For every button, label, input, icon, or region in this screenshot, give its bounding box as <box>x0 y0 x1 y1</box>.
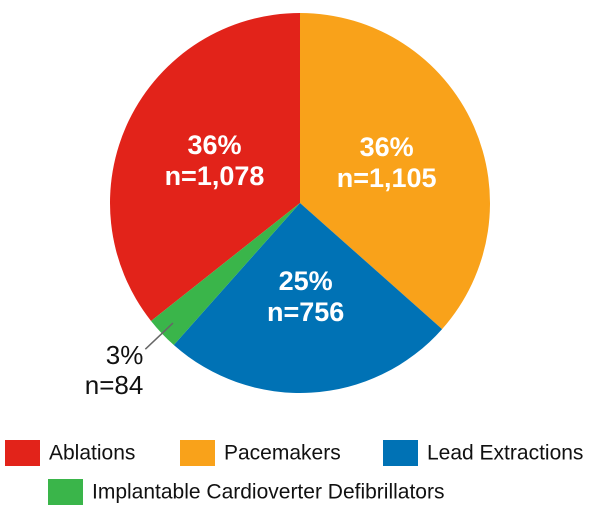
percent-label: 36% <box>360 132 414 162</box>
percent-label: 3% <box>106 340 144 370</box>
legend-label: Ablations <box>49 442 135 465</box>
pie-slice <box>300 13 491 330</box>
legend-swatch <box>5 440 40 466</box>
legend-label: Lead Extractions <box>427 442 583 465</box>
pie-slice <box>110 12 300 321</box>
value-label: n=1,078 <box>165 161 265 191</box>
leader-line <box>144 322 174 350</box>
legend-swatch <box>383 440 418 466</box>
value-label: n=1,105 <box>337 163 437 193</box>
legend-swatch <box>48 479 83 505</box>
pie-slice <box>151 203 300 346</box>
legend-swatch <box>180 440 215 466</box>
value-label: n=756 <box>267 297 344 327</box>
percent-label: 25% <box>279 266 333 296</box>
legend-label: Pacemakers <box>224 442 341 465</box>
legend-label: Implantable Cardioverter Defibrillators <box>92 481 444 504</box>
pie-slice <box>173 203 443 393</box>
value-label: n=84 <box>85 370 144 400</box>
percent-label: 36% <box>187 130 241 160</box>
